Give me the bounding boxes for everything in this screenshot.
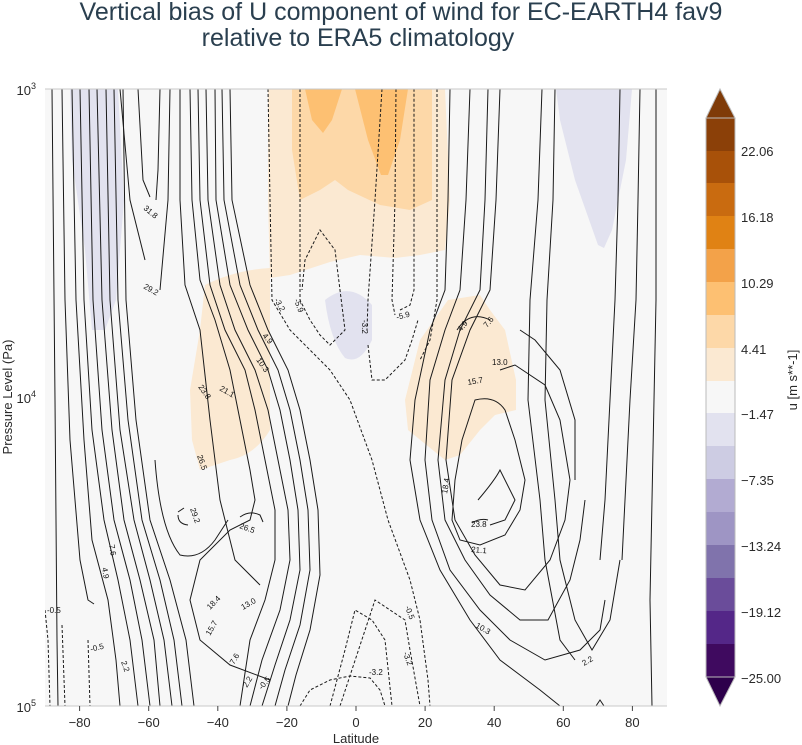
contour-label: -3.2 bbox=[369, 668, 383, 677]
climatology-contours bbox=[45, 89, 657, 706]
contour-label: -3.2 bbox=[360, 320, 369, 334]
colorbar-tick-label: −1.47 bbox=[741, 407, 774, 422]
x-tick-label: −60 bbox=[138, 715, 160, 730]
y-tick-label-1e5: 105 bbox=[17, 698, 36, 715]
x-tick-label: −80 bbox=[69, 715, 91, 730]
x-tick-label: 20 bbox=[418, 715, 432, 730]
colorbar-tick-label: −7.35 bbox=[741, 473, 774, 488]
contour-label: 4.9 bbox=[100, 567, 111, 580]
colorbar-label: u [m s**-1] bbox=[785, 350, 800, 411]
contour-label: -5.9 bbox=[395, 310, 411, 322]
contour-label: 7.6 bbox=[107, 544, 118, 557]
colorbar-tick-label: 16.18 bbox=[741, 210, 774, 225]
contour-label: -0.5 bbox=[47, 606, 61, 615]
colorbar-tick-labels: 22.06 16.18 10.29 4.41 −1.47 −7.35 −13.2… bbox=[741, 144, 781, 686]
x-tick-label: 80 bbox=[625, 715, 639, 730]
colorbar-tick-label: 22.06 bbox=[741, 144, 774, 159]
chart-title-line1: Vertical bias of U component of wind for… bbox=[79, 0, 723, 26]
y-axis-tick-labels: 103 104 105 bbox=[17, 81, 36, 715]
x-axis-tick-labels: −80 −60 −40 −20 0 20 40 60 80 bbox=[69, 715, 640, 730]
colorbar-tick-label: 10.29 bbox=[741, 276, 774, 291]
colorbar-tick-label: −25.00 bbox=[741, 671, 781, 686]
contour-label: 13.0 bbox=[492, 358, 508, 367]
x-axis-label: Latitude bbox=[333, 731, 379, 745]
colorbar-tick-label: −13.24 bbox=[741, 539, 781, 554]
x-tick-label: −20 bbox=[276, 715, 298, 730]
y-tick-label-1e3: 103 bbox=[17, 81, 36, 98]
contour-label: 18.4 bbox=[440, 477, 452, 494]
y-tick-label-1e4: 104 bbox=[17, 389, 36, 406]
y-axis-label: Pressure Level (Pa) bbox=[0, 340, 15, 455]
x-tick-label: 60 bbox=[556, 715, 570, 730]
colorbar-tick-label: 4.41 bbox=[741, 342, 766, 357]
x-tick-label: 0 bbox=[352, 715, 359, 730]
contour-label: 23.8 bbox=[471, 520, 487, 529]
colorbar bbox=[705, 87, 736, 708]
contour-label: 2.2 bbox=[119, 660, 131, 674]
contour-label: 21.1 bbox=[471, 545, 488, 555]
colorbar-tick-label: −19.12 bbox=[741, 605, 781, 620]
x-tick-label: −40 bbox=[207, 715, 229, 730]
chart-title-line2: relative to ERA5 climatology bbox=[201, 24, 515, 52]
x-tick-label: 40 bbox=[487, 715, 501, 730]
bias-fill-layer bbox=[45, 89, 667, 706]
contour-label: -0.5 bbox=[89, 642, 105, 654]
x-axis-ticks bbox=[79, 706, 633, 711]
contour-label: 15.7 bbox=[467, 375, 484, 387]
